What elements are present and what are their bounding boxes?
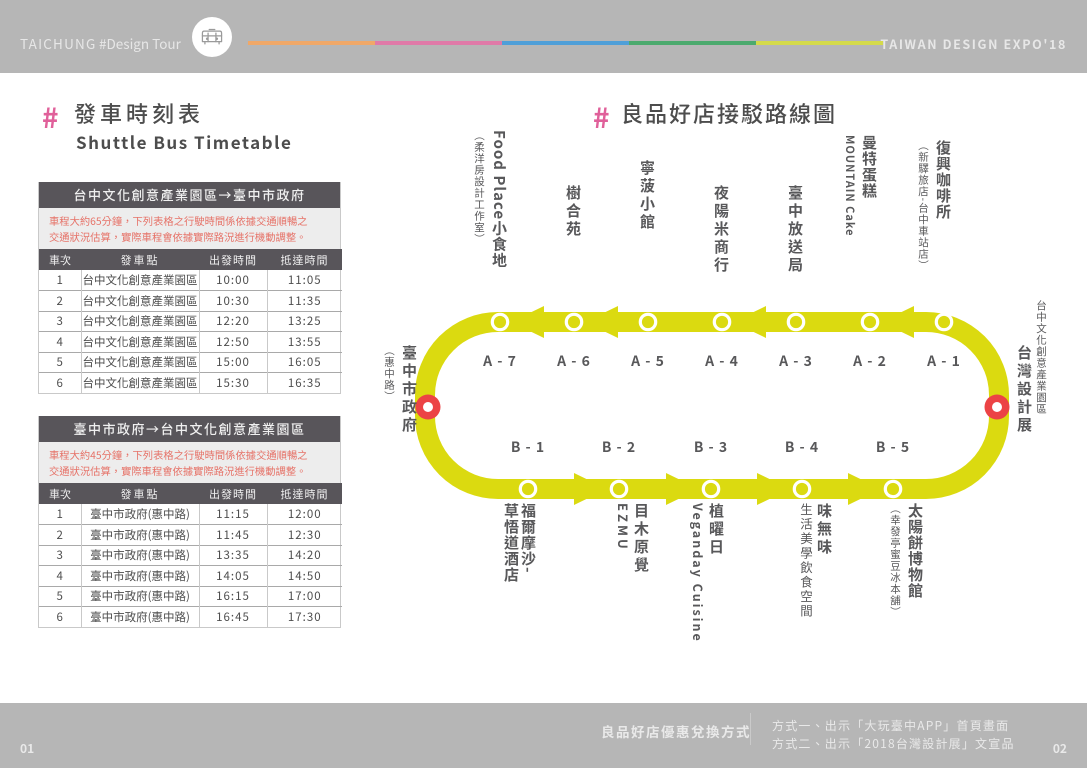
svg-text:A - 6: A - 6 xyxy=(556,351,591,371)
svg-text:A - 2: A - 2 xyxy=(852,351,887,371)
svg-text:A - 4: A - 4 xyxy=(704,351,739,371)
svg-text:A - 3: A - 3 xyxy=(778,351,813,371)
svg-text:A - 1: A - 1 xyxy=(926,351,961,371)
svg-text:B - 1: B - 1 xyxy=(511,437,545,457)
svg-text:B - 4: B - 4 xyxy=(785,437,819,457)
svg-text:B - 2: B - 2 xyxy=(602,437,636,457)
svg-text:B - 5: B - 5 xyxy=(876,437,910,457)
svg-text:A - 7: A - 7 xyxy=(482,351,517,371)
svg-text:B - 3: B - 3 xyxy=(694,437,728,457)
svg-text:A - 5: A - 5 xyxy=(630,351,665,371)
